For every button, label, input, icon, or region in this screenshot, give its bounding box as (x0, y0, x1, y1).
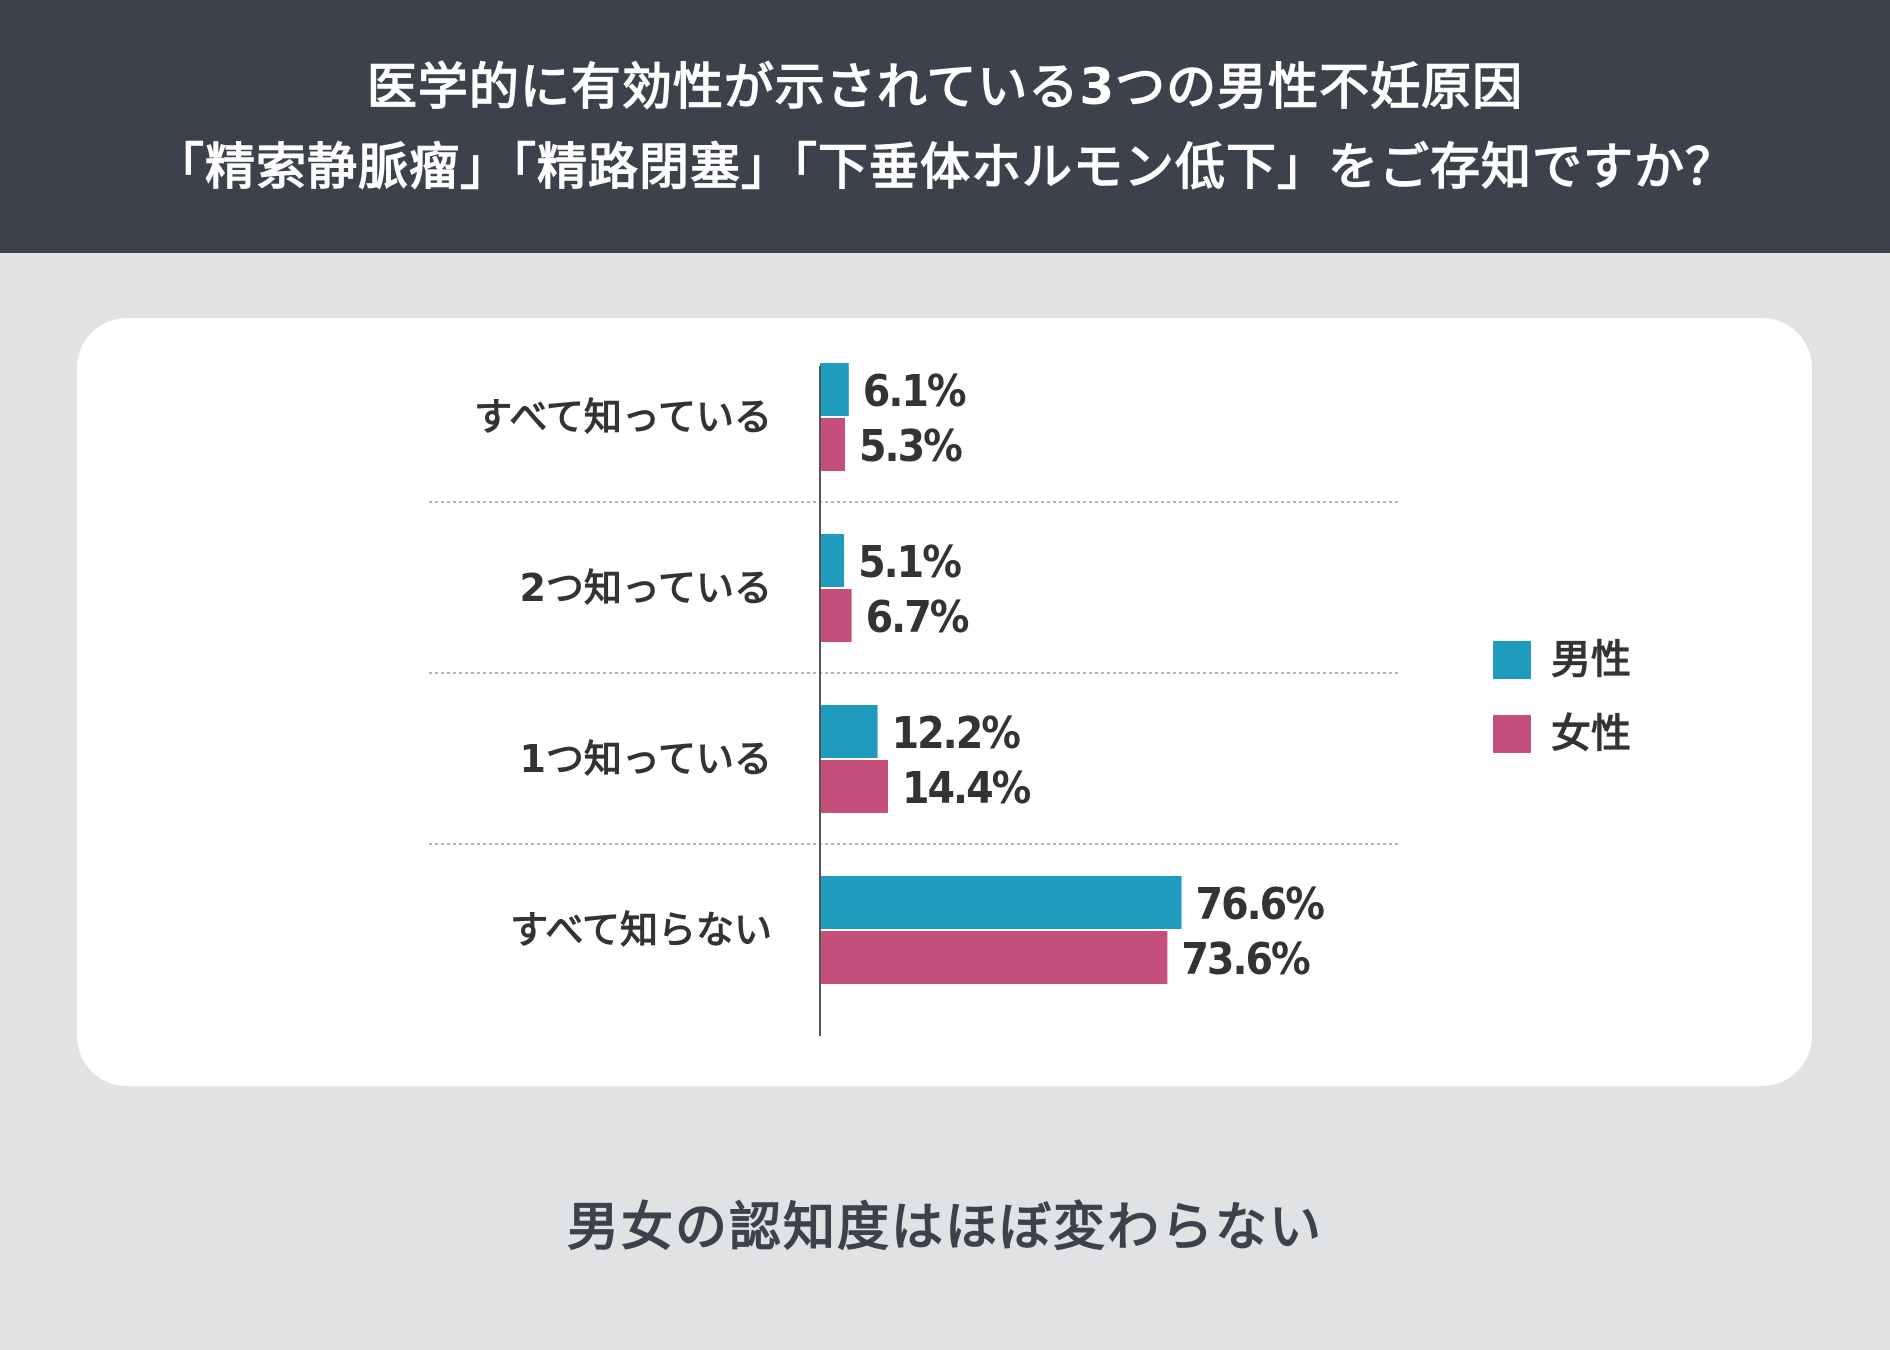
bar-female (820, 760, 888, 813)
legend-label: 女性 (1551, 711, 1631, 757)
bar-female (820, 589, 852, 642)
data-label: 12.2% (892, 708, 1021, 759)
data-label: 6.7% (866, 592, 969, 643)
chart-title-line-2: 「精索静脈瘤」「精路閉塞」「下垂体ホルモン低下」をご存知ですか？ (154, 137, 1736, 196)
data-label: 76.6% (1196, 879, 1325, 930)
bar-male (820, 705, 878, 758)
bar-male (820, 876, 1182, 929)
chart-title-line-1: 医学的に有効性が示されている3つの男性不妊原因 (366, 57, 1524, 116)
category-label: すべて知らない (510, 908, 772, 952)
category-label: 1つ知っている (519, 737, 772, 781)
bar-male (820, 363, 849, 416)
chart-header: 医学的に有効性が示されている3つの男性不妊原因 「精索静脈瘤」「精路閉塞」「下垂… (0, 0, 1890, 253)
chart-panel: すべて知っている 6.1% 5.3% 2つ知っている 5.1% 6.7% 1つ知っている 12… (77, 318, 1812, 1086)
legend-swatch-male (1493, 641, 1531, 679)
data-label: 6.1% (863, 366, 966, 417)
category-label: すべて知っている (474, 395, 772, 439)
bar-female (820, 931, 1168, 984)
legend-label: 男性 (1551, 637, 1631, 683)
data-label: 5.3% (859, 421, 962, 472)
category-label: 2つ知っている (519, 566, 772, 610)
data-label: 73.6% (1181, 934, 1310, 985)
data-label: 14.4% (902, 763, 1031, 814)
bar-chart: すべて知っている 6.1%5.3% 2つ知っている 5.1%6.7% 1つ知っている 12… (429, 363, 1631, 1036)
data-label: 5.1% (858, 537, 961, 588)
footer-note: 男女の認知度はほぼ変わらない (566, 1198, 1323, 1258)
bar-male (820, 534, 845, 587)
bar-female (820, 418, 846, 471)
legend-swatch-female (1493, 715, 1531, 753)
